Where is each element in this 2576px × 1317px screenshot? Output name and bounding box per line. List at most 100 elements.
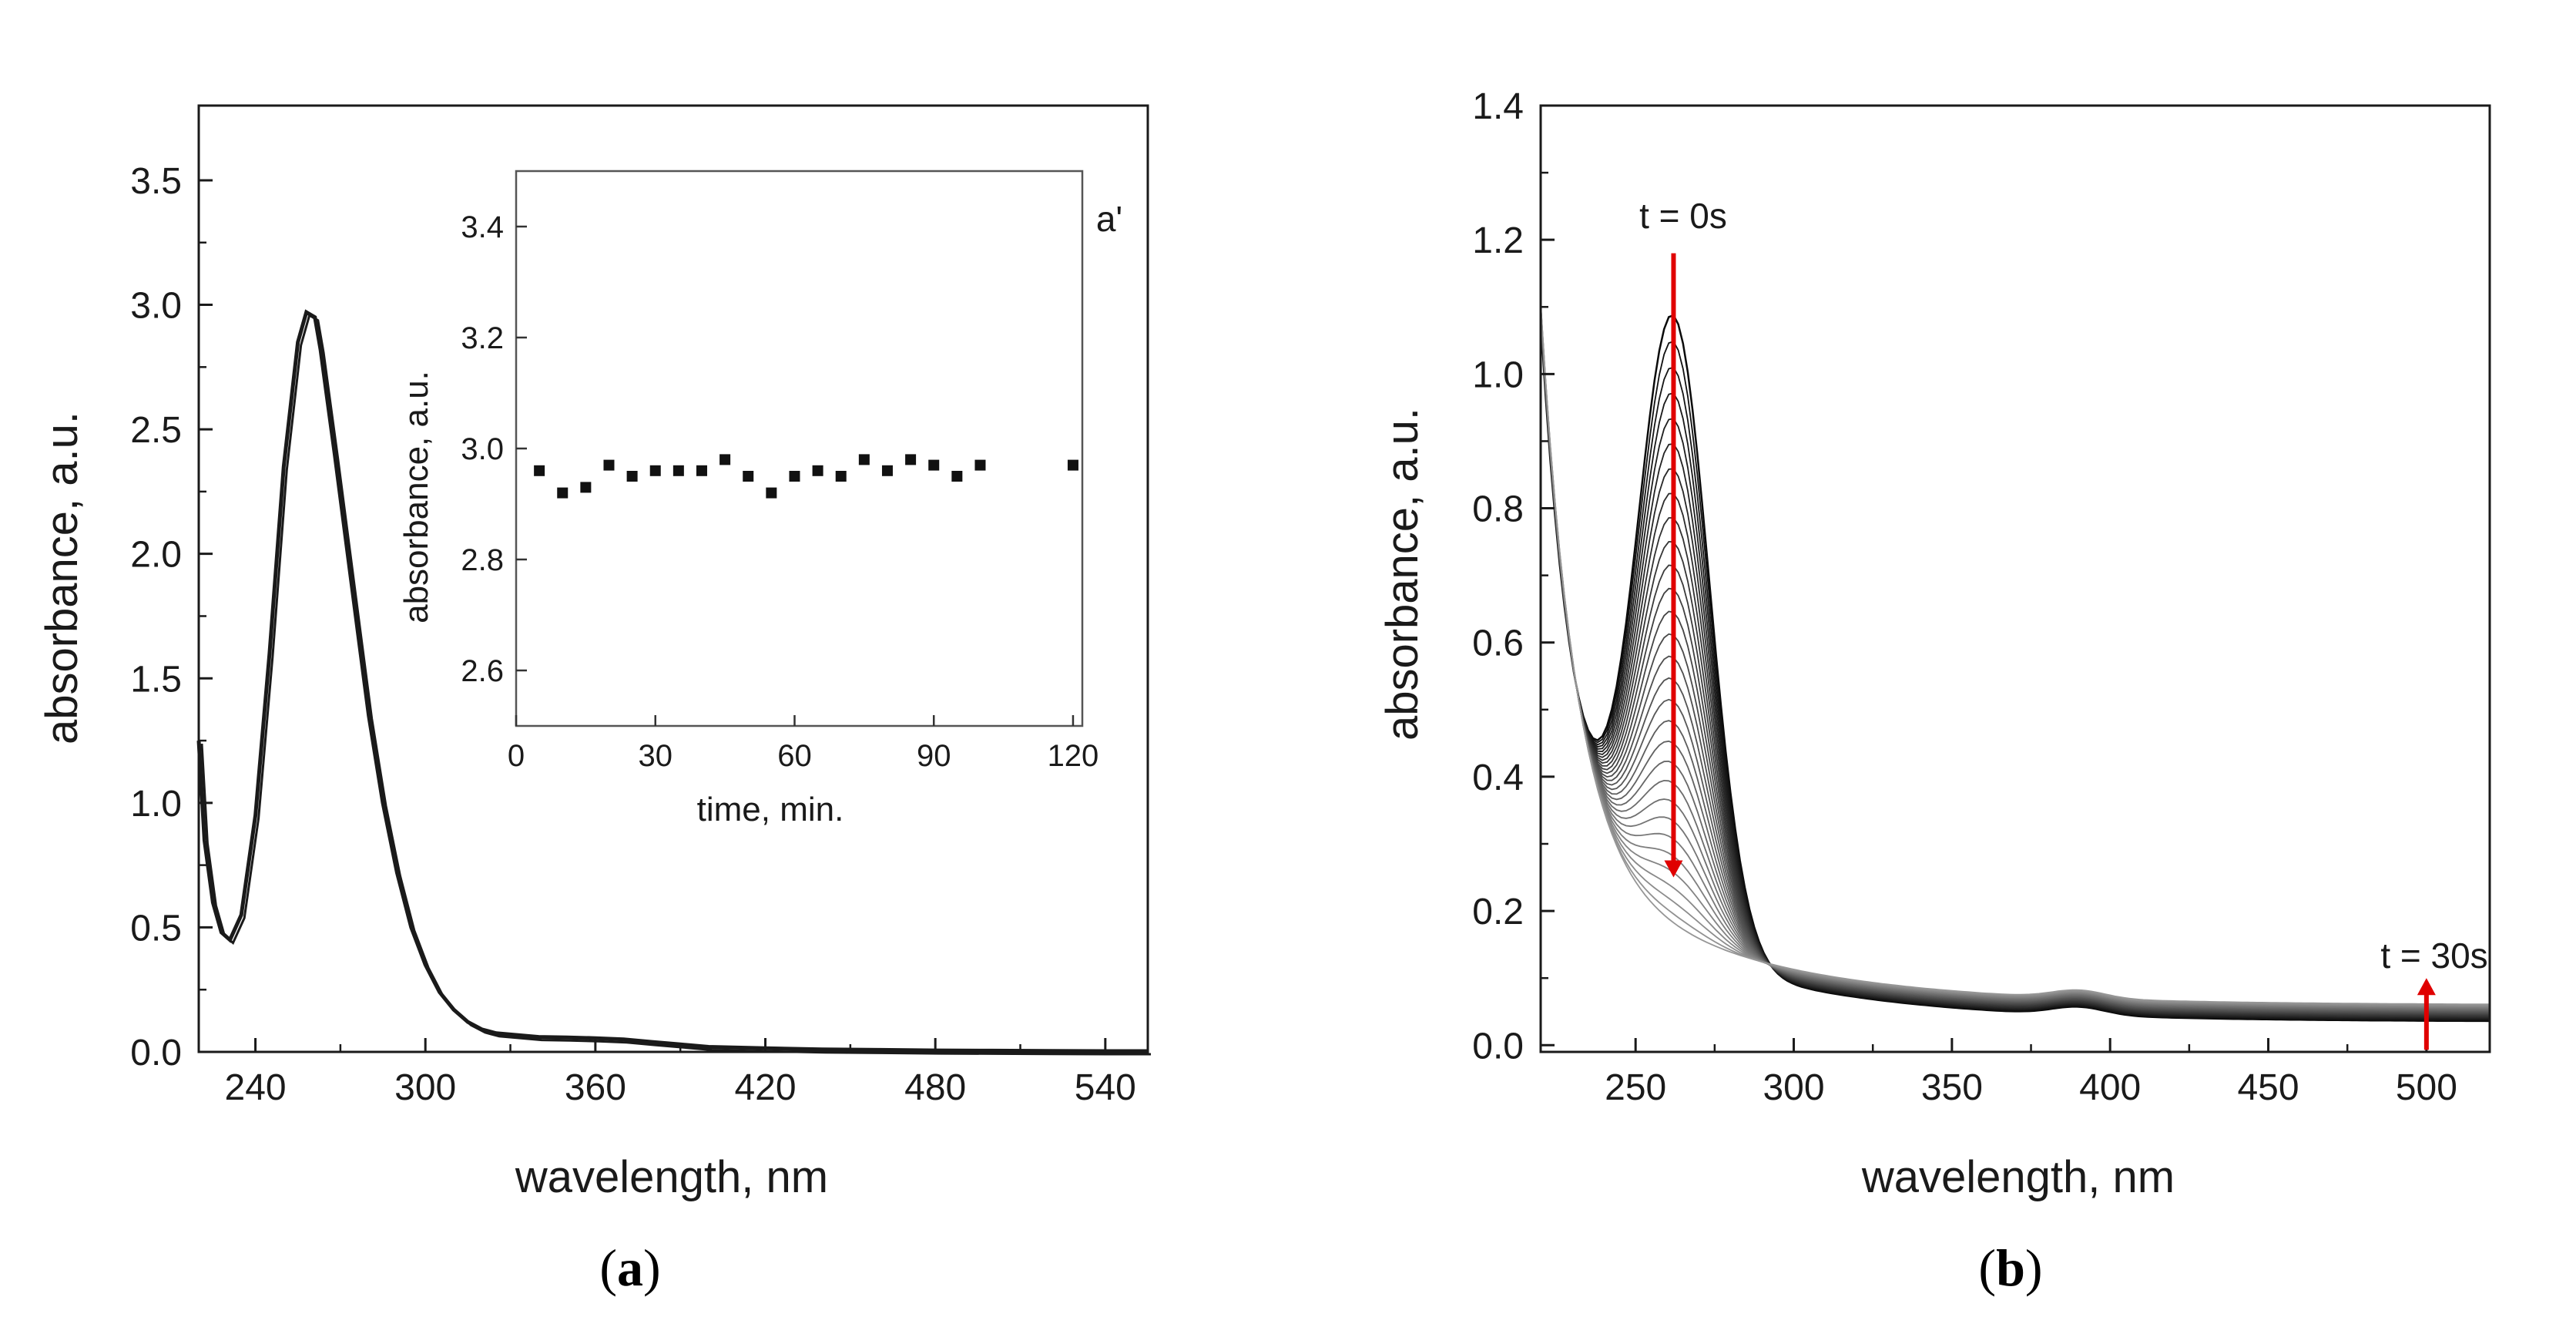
inset-y-axis-title: absorbance, a.u. — [397, 371, 435, 623]
panel-b-caption: (b) — [1978, 1238, 2042, 1297]
inset-y-tick-label: 3.2 — [461, 321, 504, 355]
panel-b-x-tick-label: 500 — [2396, 1067, 2457, 1108]
inset-y-tick-label: 3.4 — [461, 210, 504, 244]
panel-b-chart: 0.0 0.2 0.4 0.6 0.8 1.0 1.2 1.4 250 300 350 400 450… — [1377, 86, 2491, 1297]
inset-point — [743, 471, 754, 482]
panel-a-spectrum-line — [196, 309, 1148, 1053]
panel-b-x-tick-label: 450 — [2237, 1067, 2299, 1108]
inset-points — [534, 454, 1078, 499]
panel-a-y-tick-label: 2.5 — [130, 410, 182, 451]
inset-point — [626, 471, 638, 482]
panel-b-spectrum-line — [1541, 317, 2490, 1020]
panel-a-chart: 0.00.51.01.52.02.53.03.5 240 300 360 420 480… — [37, 104, 1151, 1297]
panel-b-y-ticks: 0.0 0.2 0.4 0.6 0.8 1.0 1.2 1.4 — [1472, 86, 1555, 1067]
panel-b-y-tick-label: 1.0 — [1472, 354, 1524, 395]
panel-b-spectrum-line — [1541, 305, 2490, 1007]
panel-a-y-tick-label: 1.0 — [130, 784, 182, 825]
panel-b-x-tick-label: 350 — [1921, 1067, 1983, 1108]
inset-point — [673, 465, 684, 476]
inset-point — [812, 465, 823, 476]
panel-a-x-tick-label: 300 — [394, 1067, 456, 1108]
panel-b-y-tick-label: 0.4 — [1472, 758, 1524, 798]
inset-y-ticks: 2.6 2.8 3.0 3.2 3.4 — [461, 210, 527, 688]
panel-a-caption-close: ) — [643, 1238, 661, 1297]
panel-b-y-tick-label: 0.0 — [1472, 1026, 1524, 1067]
inset-point — [649, 465, 661, 476]
inset-point — [1067, 459, 1078, 471]
panel-b-spectrum-line — [1541, 309, 2490, 1011]
inset-point — [766, 487, 777, 499]
inset-x-tick-label: 0 — [508, 739, 525, 773]
inset-point — [858, 454, 870, 465]
panel-b-series-group — [1541, 304, 2490, 1023]
inset-y-tick-label: 2.8 — [461, 543, 504, 577]
panel-a-x-axis-title: wavelength, nm — [515, 1152, 828, 1202]
panel-b-spectrum-line — [1541, 306, 2490, 1008]
panel-b-spectrum-line — [1541, 307, 2490, 1008]
inset-point — [696, 465, 707, 476]
panel-b-caption-open: ( — [1978, 1238, 1996, 1297]
inset-x-tick-label: 30 — [638, 739, 673, 773]
panel-b-spectrum-line — [1541, 308, 2490, 1010]
panel-a-spectrum-line-overlay — [200, 313, 1151, 1056]
panel-b-spectrum-line — [1541, 307, 2490, 1010]
annotation-t30: t = 30s — [2380, 936, 2487, 976]
panel-b-y-tick-label: 1.4 — [1472, 86, 1524, 127]
inset-point — [905, 454, 917, 465]
panel-a-y-tick-label: 0.0 — [130, 1033, 182, 1073]
inset-x-tick-label: 60 — [777, 739, 812, 773]
inset-y-tick-label: 3.0 — [461, 432, 504, 466]
panel-a-caption-letter: a — [617, 1238, 643, 1297]
panel-b-plot-frame — [1539, 104, 2491, 1053]
panel-b-y-axis-title: absorbance, a.u. — [1377, 408, 1427, 741]
panel-b-spectrum-line — [1541, 304, 2490, 1006]
panel-b-caption-letter: b — [1996, 1238, 2025, 1297]
panel-a-caption-open: ( — [599, 1238, 617, 1297]
panel-a-y-tick-label: 1.5 — [130, 659, 182, 700]
panel-a-x-tick-label: 240 — [225, 1067, 287, 1108]
panel-b-y-tick-label: 0.6 — [1472, 623, 1524, 664]
inset-point — [557, 487, 569, 499]
inset-point — [534, 465, 545, 476]
panel-a-y-tick-label: 3.5 — [130, 161, 182, 202]
inset-point — [951, 471, 963, 482]
panel-a-x-tick-label: 540 — [1075, 1067, 1136, 1108]
panel-a-inset-chart: 2.6 2.8 3.0 3.2 3.4 0 30 60 90 120 absorbance, a… — [397, 170, 1122, 828]
panel-b-x-tick-label: 250 — [1605, 1067, 1666, 1108]
panel-b-spectrum-line — [1541, 319, 2490, 1022]
inset-plot-frame — [515, 170, 1084, 727]
inset-point — [580, 482, 592, 493]
inset-point — [835, 471, 847, 482]
inset-point — [719, 454, 731, 465]
panel-b-x-tick-label: 300 — [1763, 1067, 1824, 1108]
panel-b-spectrum-line — [1541, 307, 2490, 1009]
panel-b-spectrum-line — [1541, 317, 2490, 1020]
inset-x-axis-title: time, min. — [697, 791, 844, 828]
panel-a-x-tick-label: 420 — [734, 1067, 796, 1108]
inset-x-tick-label: 120 — [1048, 739, 1099, 773]
inset-point — [881, 465, 893, 476]
panel-b-x-axis-title: wavelength, nm — [1861, 1152, 2175, 1202]
panel-b-caption-close: ) — [2025, 1238, 2043, 1297]
inset-x-tick-label: 90 — [917, 739, 951, 773]
panel-b-spectrum-line — [1541, 309, 2490, 1010]
inset-point — [603, 459, 615, 471]
panel-a-caption: (a) — [599, 1238, 660, 1297]
panel-a-y-tick-label: 3.0 — [130, 286, 182, 327]
panel-b-spectrum-line — [1541, 311, 2490, 1013]
panel-a-y-ticks: 0.0 0.5 1.0 1.5 2.0 2.5 3.0 3.5 — [130, 161, 213, 1073]
inset-point — [928, 459, 940, 471]
inset-point — [974, 459, 986, 471]
panel-b-spectrum-line — [1541, 310, 2490, 1012]
panel-a-y-tick-label: 0.5 — [130, 908, 182, 949]
panel-a-y-axis-title: absorbance, a.u. — [37, 412, 87, 744]
panel-b-x-tick-label: 400 — [2079, 1067, 2141, 1108]
panel-b-spectrum-line — [1541, 318, 2490, 1021]
panel-a-x-ticks: 240 300 360 420 480 540 — [225, 1038, 1136, 1108]
panel-a-x-tick-label: 480 — [904, 1067, 966, 1108]
panel-a-x-tick-label: 360 — [565, 1067, 626, 1108]
panel-a-plot-frame — [197, 104, 1149, 1053]
panel-b-spectrum-line — [1541, 304, 2490, 1006]
panel-b-y-tick-label: 0.8 — [1472, 489, 1524, 530]
panel-b-x-ticks: 250 300 350 400 450 500 — [1605, 1038, 2457, 1108]
